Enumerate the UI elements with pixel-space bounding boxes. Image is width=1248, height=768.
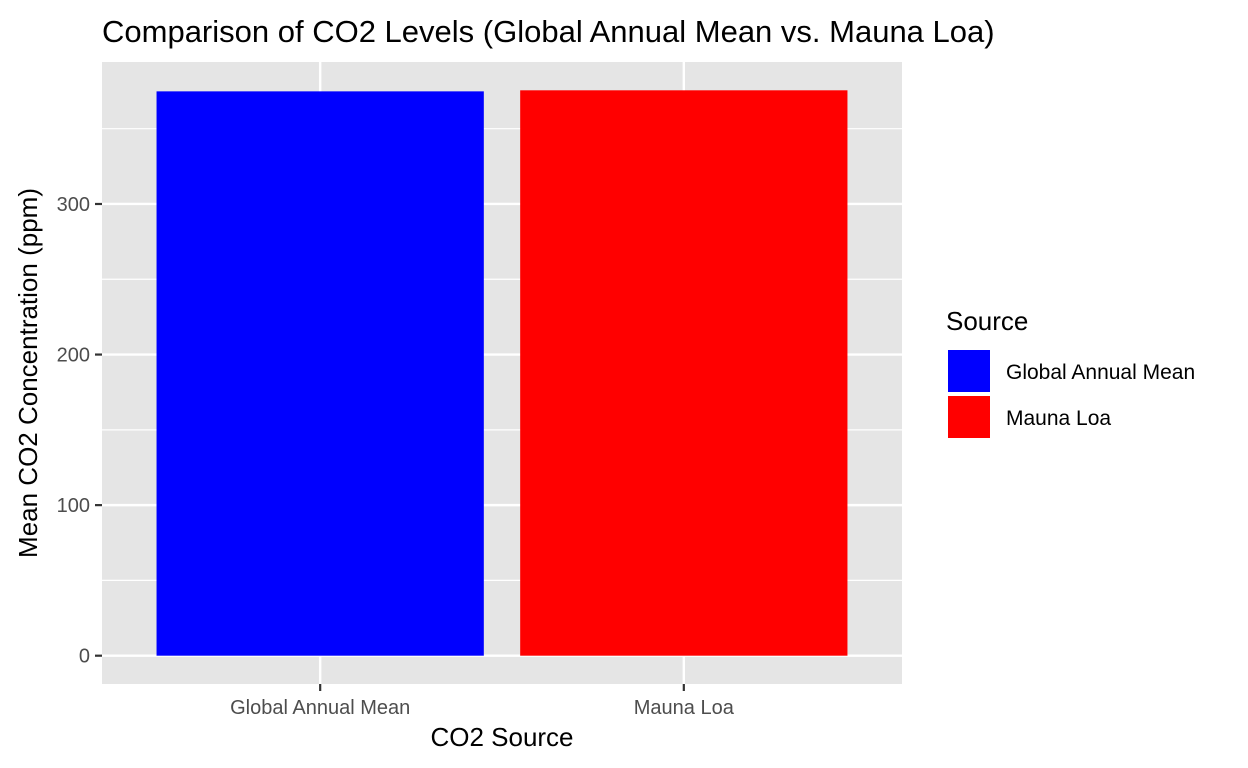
y-axis-title: Mean CO2 Concentration (ppm) <box>13 188 43 558</box>
legend-swatch <box>948 350 990 392</box>
legend-label: Mauna Loa <box>1006 407 1111 430</box>
bar-global-annual-mean <box>156 91 484 656</box>
bar-mauna-loa <box>520 90 848 656</box>
legend-title: Source <box>946 306 1028 336</box>
y-axis: 0 100 200 300 <box>57 194 102 668</box>
legend-entries: Global Annual Mean Mauna Loa <box>946 348 1195 440</box>
y-tick-label: 300 <box>57 194 90 216</box>
x-tick-label: Global Annual Mean <box>230 697 410 719</box>
x-axis-title: CO2 Source <box>430 722 573 752</box>
legend-swatch <box>948 396 990 438</box>
x-axis: Global Annual Mean Mauna Loa <box>230 684 735 719</box>
legend: Source Global Annual Mean Mauna Loa <box>946 306 1195 440</box>
y-tick-label: 0 <box>79 646 90 668</box>
legend-label: Global Annual Mean <box>1006 361 1195 384</box>
bars <box>156 90 848 656</box>
y-tick-label: 100 <box>57 495 90 517</box>
x-tick-label: Mauna Loa <box>634 697 735 719</box>
y-tick-label: 200 <box>57 345 90 367</box>
chart-title: Comparison of CO2 Levels (Global Annual … <box>102 14 995 49</box>
